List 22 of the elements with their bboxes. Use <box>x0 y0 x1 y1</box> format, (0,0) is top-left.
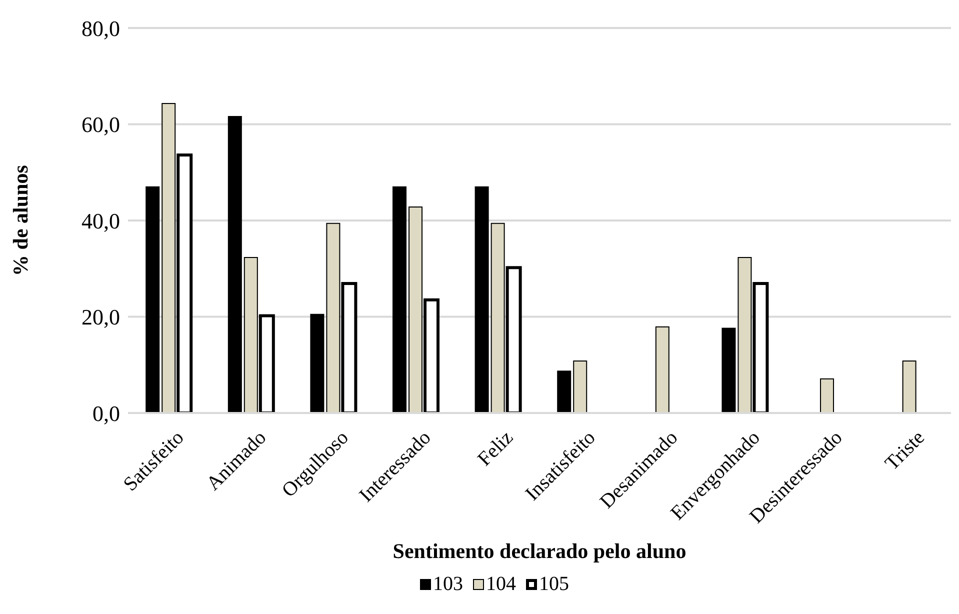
y-tick-label: 0,0 <box>92 400 120 426</box>
bar <box>146 186 160 413</box>
legend-label: 104 <box>485 573 516 596</box>
legend-label: 103 <box>432 573 463 596</box>
bar <box>573 360 588 413</box>
y-tick-label: 60,0 <box>82 112 120 138</box>
bar <box>902 360 916 413</box>
y-tick-label: 40,0 <box>82 208 120 234</box>
bar <box>310 314 324 413</box>
bar <box>557 370 572 413</box>
bar <box>228 116 242 413</box>
bar <box>474 186 489 413</box>
y-tick-label: 80,0 <box>82 16 120 41</box>
x-axis-title: Sentimento declarado pelo aluno <box>392 539 686 563</box>
x-tick-label: Feliz <box>474 426 518 470</box>
legend-label: 105 <box>538 573 569 596</box>
bar <box>392 186 407 413</box>
y-tick-label: 20,0 <box>82 304 120 330</box>
bar <box>722 328 736 413</box>
y-axis-title: % de alunos <box>8 165 32 276</box>
bar <box>655 326 670 413</box>
bar <box>820 378 834 413</box>
